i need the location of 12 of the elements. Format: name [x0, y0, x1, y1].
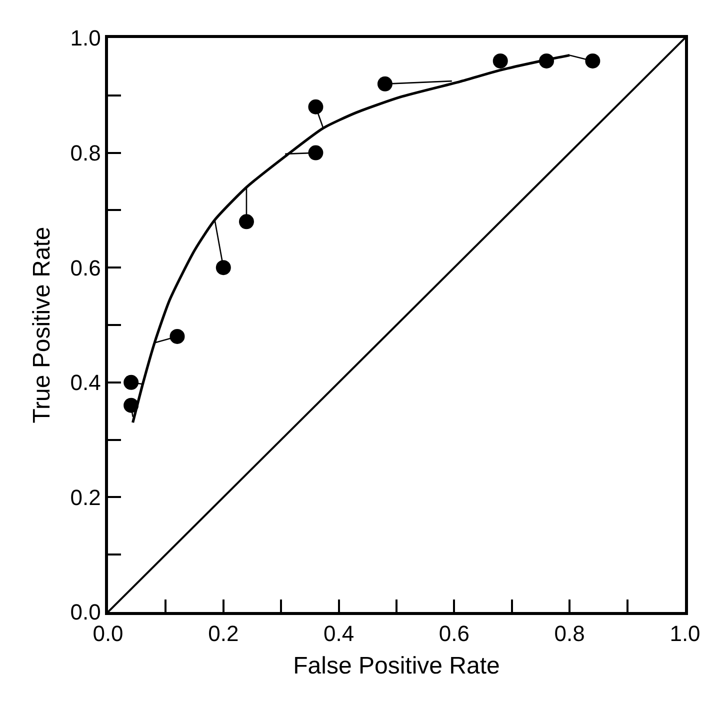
- x-tick-label: 0.2: [208, 621, 239, 646]
- x-tick-label: 0.8: [554, 621, 585, 646]
- y-tick-label: 0.4: [70, 370, 101, 396]
- y-tick-label: 0.8: [70, 140, 101, 166]
- x-tick-label: 1.0: [670, 621, 700, 646]
- y-tick-label: 0.6: [70, 255, 101, 280]
- y-tick-label: 1.0: [70, 26, 101, 51]
- y-tick-label: 0.2: [70, 484, 101, 510]
- x-axis-title: False Positive Rate: [293, 652, 500, 680]
- x-tick-label: 0.4: [324, 621, 354, 646]
- y-axis-title: True Positive Rate: [28, 226, 56, 424]
- x-tick-label: 0.6: [438, 621, 470, 646]
